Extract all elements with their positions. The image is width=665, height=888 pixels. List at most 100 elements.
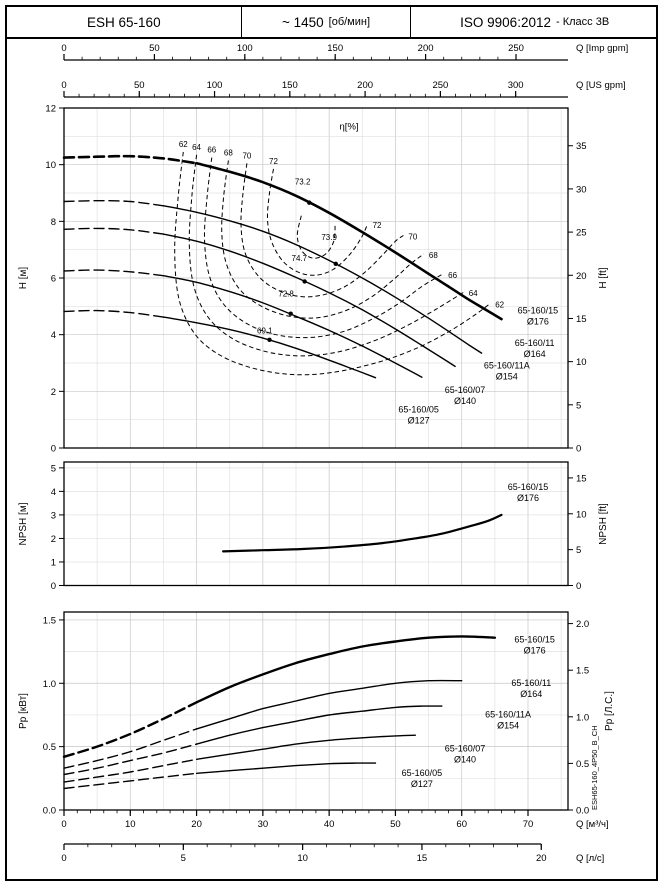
svg-text:0.5: 0.5 <box>576 759 589 770</box>
power-chart: 0.0 0.5 1.0 1.5 0.0 0.5 1.0 1.5 2.0 Pp [кВт] Pp [Л… <box>18 611 615 817</box>
svg-text:Q [м³/ч]: Q [м³/ч] <box>576 819 609 830</box>
svg-text:0.0: 0.0 <box>576 806 589 817</box>
svg-text:Pp [Л.С.]: Pp [Л.С.] <box>604 691 615 731</box>
svg-text:6: 6 <box>51 274 56 285</box>
svg-text:0: 0 <box>576 581 581 592</box>
svg-text:NPSH [м]: NPSH [м] <box>18 502 29 545</box>
svg-text:69.1: 69.1 <box>257 326 273 335</box>
standard: ISO 9906:2012 <box>460 14 551 30</box>
svg-text:5: 5 <box>181 853 186 864</box>
svg-text:68: 68 <box>429 251 438 260</box>
svg-text:15: 15 <box>576 314 587 325</box>
svg-text:70: 70 <box>408 233 417 242</box>
svg-text:50: 50 <box>149 43 160 54</box>
svg-text:72.8: 72.8 <box>278 289 294 298</box>
svg-text:150: 150 <box>327 43 343 54</box>
svg-text:66: 66 <box>448 271 457 280</box>
svg-text:H [м]: H [м] <box>18 267 29 290</box>
svg-text:150: 150 <box>282 80 298 91</box>
svg-text:60: 60 <box>456 819 467 830</box>
svg-text:10: 10 <box>297 853 308 864</box>
svg-text:68: 68 <box>224 148 233 157</box>
svg-text:0: 0 <box>61 80 66 91</box>
svg-text:1.5: 1.5 <box>576 666 589 677</box>
svg-text:Q [US gpm]: Q [US gpm] <box>576 80 626 91</box>
svg-text:30: 30 <box>258 819 269 830</box>
svg-text:70: 70 <box>523 819 534 830</box>
svg-text:2: 2 <box>51 387 56 398</box>
header-bar: ESH 65-160 ~ 1450 [об/мин] ISO 9906:2012… <box>5 5 658 39</box>
svg-text:10: 10 <box>576 509 587 520</box>
svg-text:15: 15 <box>576 473 587 484</box>
svg-text:2.0: 2.0 <box>576 619 589 630</box>
svg-text:66: 66 <box>207 146 216 155</box>
svg-text:35: 35 <box>576 141 587 152</box>
svg-text:Q [Imp gpm]: Q [Imp gpm] <box>576 43 628 54</box>
svg-text:1.5: 1.5 <box>43 615 56 626</box>
svg-text:η[%]: η[%] <box>340 121 359 132</box>
svg-text:70: 70 <box>242 151 251 160</box>
svg-text:100: 100 <box>207 80 223 91</box>
svg-text:4: 4 <box>51 330 56 341</box>
svg-text:5: 5 <box>51 463 56 474</box>
svg-text:Pp [кВт]: Pp [кВт] <box>18 693 29 729</box>
bep-dot <box>307 200 312 205</box>
svg-text:10: 10 <box>125 819 136 830</box>
pump-model: ESH 65-160 <box>87 14 161 30</box>
svg-text:73.2: 73.2 <box>295 178 311 187</box>
svg-text:10: 10 <box>576 357 587 368</box>
bep-dot <box>267 337 272 342</box>
bep-dot <box>333 261 338 267</box>
svg-text:5: 5 <box>576 400 581 411</box>
svg-text:8: 8 <box>51 217 56 228</box>
svg-text:2: 2 <box>51 534 56 545</box>
pump-speed-cell: ~ 1450 [об/мин] <box>240 7 411 37</box>
efficiency-contours: 62 62 64 64 66 66 68 68 70 70 72 72 <box>174 140 505 376</box>
svg-text:25: 25 <box>576 228 587 239</box>
svg-text:1: 1 <box>51 557 56 568</box>
svg-text:20: 20 <box>576 271 587 282</box>
svg-text:50: 50 <box>390 819 401 830</box>
svg-text:4: 4 <box>51 487 56 498</box>
svg-text:10: 10 <box>45 160 56 171</box>
svg-text:0: 0 <box>576 444 581 455</box>
bep-dot <box>302 279 307 284</box>
svg-text:30: 30 <box>576 184 587 195</box>
svg-text:NPSH [ft]: NPSH [ft] <box>598 503 609 545</box>
svg-text:200: 200 <box>418 43 434 54</box>
standard-class: - Класс 3В <box>555 16 610 28</box>
svg-text:20: 20 <box>536 853 547 864</box>
npsh-chart: 0 1 2 3 4 5 0 5 10 15 NPSH [м] NPSH [ft] 65-160/15 Ø1… <box>18 461 609 592</box>
svg-text:0.0: 0.0 <box>43 806 56 817</box>
svg-text:15: 15 <box>417 853 428 864</box>
svg-text:50: 50 <box>134 80 145 91</box>
svg-text:0: 0 <box>61 43 66 54</box>
flow-axes: 0 50 100 150 200 250 Q [Imp gpm]0 50 100 150 200 25… <box>61 43 628 864</box>
svg-text:73.9: 73.9 <box>321 233 337 242</box>
bep-dot <box>288 311 293 316</box>
svg-text:H [ft]: H [ft] <box>598 267 609 288</box>
svg-text:0: 0 <box>61 819 66 830</box>
svg-text:1.0: 1.0 <box>576 712 589 723</box>
svg-text:Q [л/с]: Q [л/с] <box>576 853 604 864</box>
svg-text:200: 200 <box>357 80 373 91</box>
svg-text:74.7: 74.7 <box>292 254 308 263</box>
svg-text:300: 300 <box>508 80 524 91</box>
svg-text:250: 250 <box>508 43 524 54</box>
drawing-code: ESH65-160_4P50_B_CH <box>590 725 599 810</box>
svg-text:0: 0 <box>61 853 66 864</box>
svg-text:0: 0 <box>51 444 56 455</box>
